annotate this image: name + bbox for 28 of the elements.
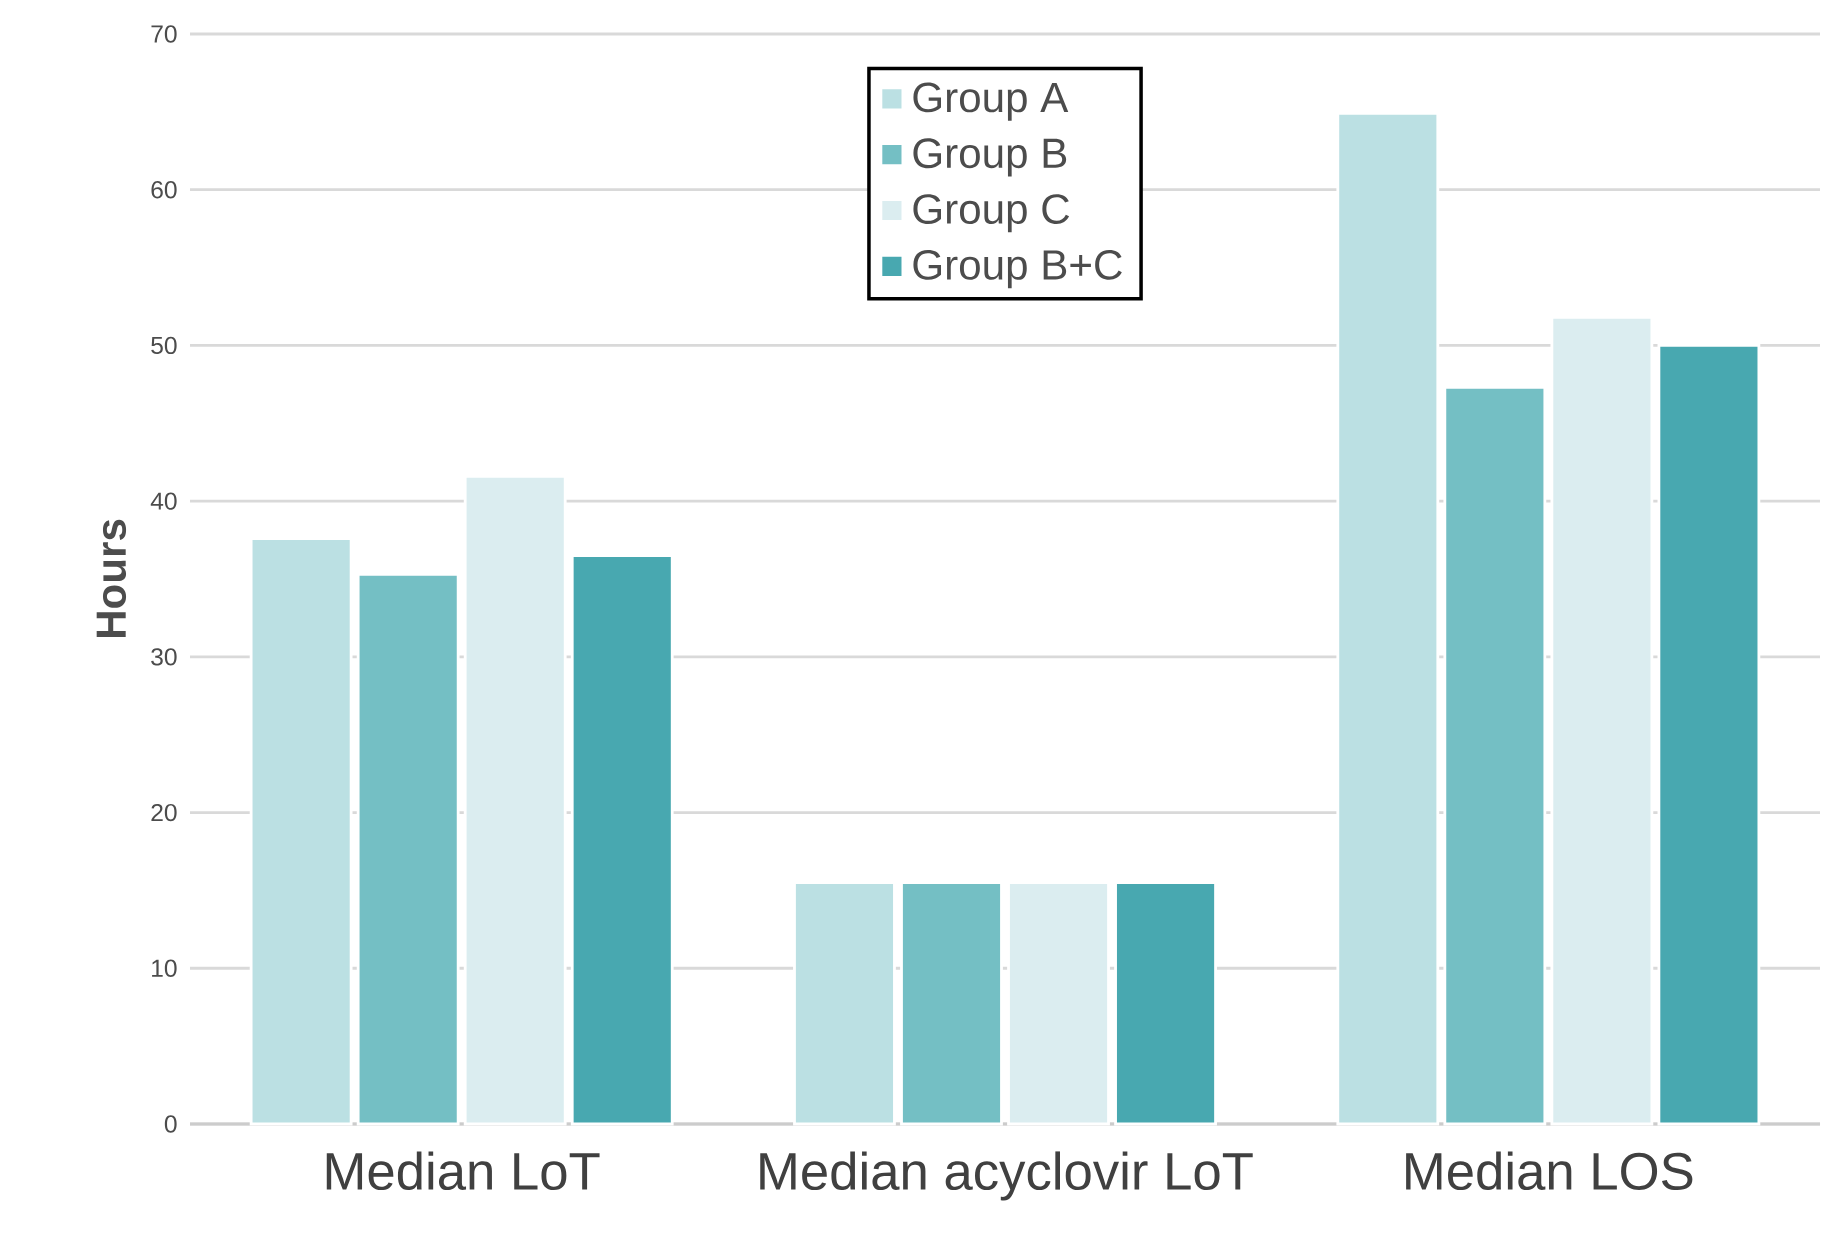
- legend-label: Group C: [913, 194, 1070, 233]
- legend-label: Group B+C: [913, 249, 1122, 289]
- y-tick-label: 40: [150, 492, 177, 510]
- bar: [1657, 344, 1761, 1126]
- bar: [1550, 315, 1654, 1126]
- bar: [900, 881, 1003, 1126]
- bar: [463, 474, 567, 1126]
- y-tick-label: 0: [164, 1115, 177, 1133]
- x-tick-label: Median LoT: [326, 1151, 600, 1191]
- bar: [570, 554, 674, 1126]
- bar: [793, 881, 896, 1126]
- legend-label: Group A: [913, 82, 1069, 121]
- bar: [1114, 881, 1217, 1126]
- bar: [1443, 386, 1547, 1126]
- bar: [249, 537, 353, 1126]
- y-tick-label: 60: [151, 181, 177, 199]
- y-tick-label: 70: [151, 25, 177, 43]
- bar: [1336, 112, 1440, 1126]
- y-tick-label: 10: [152, 959, 177, 977]
- y-tick-label: 20: [151, 803, 177, 822]
- bar: [356, 572, 460, 1126]
- x-tick-label: Median LOS: [1406, 1151, 1693, 1191]
- y-tick-label: 50: [151, 336, 177, 355]
- bar: [1007, 881, 1110, 1126]
- x-tick-label: Median acyclovir LoT: [760, 1151, 1253, 1201]
- y-axis-title: Hours: [96, 519, 127, 638]
- legend-label: Group B: [913, 138, 1067, 177]
- y-tick-label: 30: [151, 648, 177, 666]
